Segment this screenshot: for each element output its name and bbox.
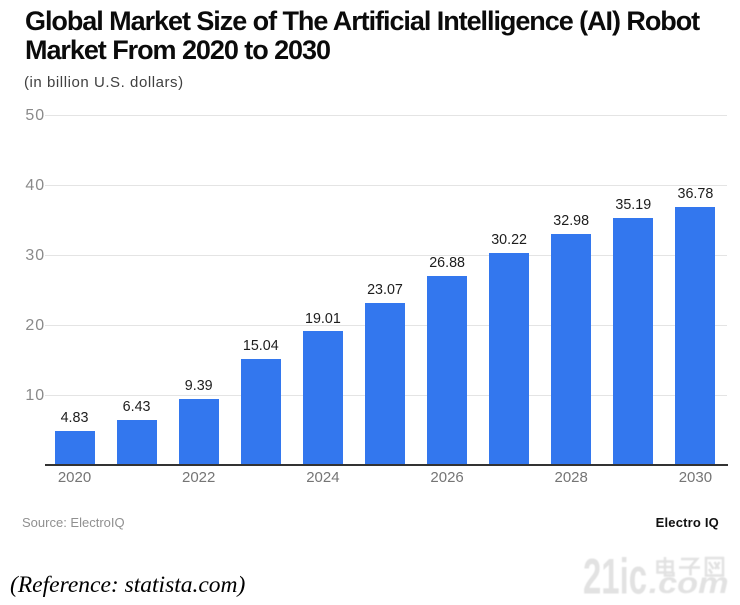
svg-text:21ic: 21ic	[583, 548, 647, 604]
